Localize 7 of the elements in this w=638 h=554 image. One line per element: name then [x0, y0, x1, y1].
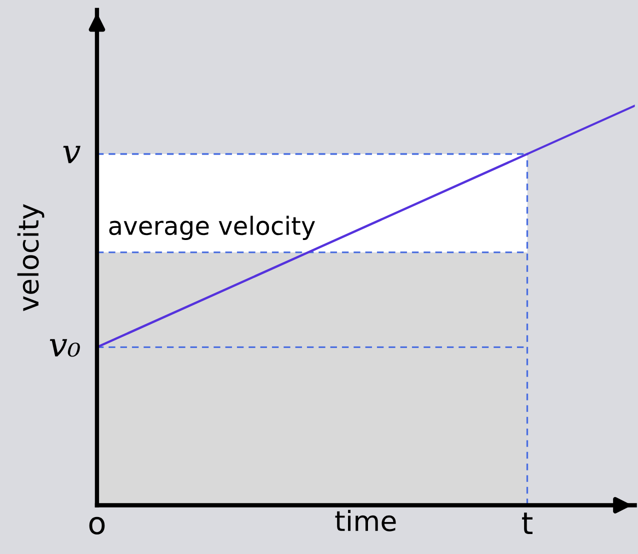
annotation: average velocity	[109, 216, 315, 240]
x-tick-label: t	[522, 512, 532, 534]
ref-line-label: v	[63, 146, 80, 164]
ref-line-label: v₀	[50, 339, 80, 357]
x-axis-title: time	[335, 510, 396, 532]
y-axis-title: velocity	[17, 204, 44, 312]
x-tick-label: o	[89, 516, 105, 534]
